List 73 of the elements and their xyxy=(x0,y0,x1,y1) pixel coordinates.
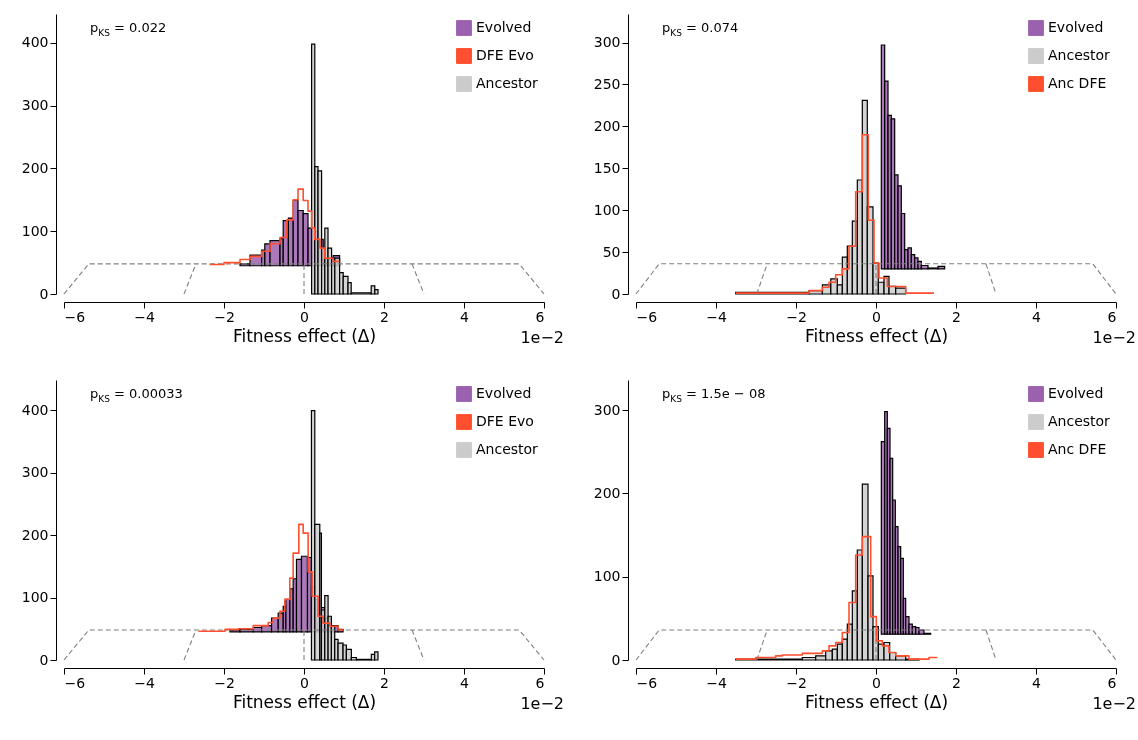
y-tick-label: 300 xyxy=(21,464,49,480)
legend-label: Evolved xyxy=(1048,19,1104,35)
text: 1e−2 xyxy=(1092,328,1136,347)
annotation: p$_{KS}$ = 0.00033 xyxy=(90,386,183,404)
x-tick-label: 2 xyxy=(380,674,389,691)
y-tick-label: 200 xyxy=(21,526,49,543)
x-tick-label: 6 xyxy=(1107,674,1117,691)
y-tick-label: 300 xyxy=(593,34,621,50)
x-tick-label: −6 xyxy=(64,308,86,325)
x-tick-label: 0 xyxy=(300,308,309,325)
x-tick-label: −6 xyxy=(636,674,658,691)
x-axis-title: Fitness effect (Δ) xyxy=(804,691,949,712)
x-tick-label: −2 xyxy=(786,674,807,691)
x-tick-label: −4 xyxy=(706,308,727,325)
legend-label: Anc DFE xyxy=(1048,441,1107,457)
x-tick-label: −6 xyxy=(636,308,658,325)
y-tick-label: 200 xyxy=(593,117,621,134)
y-tick-label: 100 xyxy=(593,201,621,218)
legend-label: Anc DFE xyxy=(1048,75,1107,91)
legend-label: Ancestor xyxy=(1048,413,1111,429)
x-tick-label: 4 xyxy=(1032,674,1042,691)
x-tick-label: −4 xyxy=(134,674,155,691)
x-tick-label: 2 xyxy=(952,674,961,691)
x-tick-label: −4 xyxy=(134,308,155,325)
legend-label: Ancestor xyxy=(476,75,539,91)
x-tick-label: −6 xyxy=(64,674,86,691)
x-tick-label: −2 xyxy=(786,308,807,325)
annotation: p$_{KS}$ = 0.074 xyxy=(662,20,739,38)
y-tick-label: 200 xyxy=(593,484,621,501)
annotation: p$_{KS}$ = 1.5e − 08 xyxy=(662,386,766,404)
text: 1e−2 xyxy=(520,328,564,347)
x-tick-label: 0 xyxy=(872,674,881,691)
x-tick-label: −2 xyxy=(214,308,235,325)
y-tick-label: 100 xyxy=(21,222,49,239)
legend-label: Evolved xyxy=(476,385,532,401)
y-tick-label: 100 xyxy=(593,568,621,585)
y-tick-label: 0 xyxy=(39,285,49,302)
x-tick-label: 0 xyxy=(872,308,881,325)
legend-label: Ancestor xyxy=(1048,47,1111,63)
y-tick-label: 100 xyxy=(21,589,49,605)
legend-label: Ancestor xyxy=(476,441,539,457)
y-tick-label: 0 xyxy=(611,285,621,302)
x-axis-title: Fitness effect (Δ) xyxy=(232,325,377,346)
text: 1e−2 xyxy=(1092,694,1136,713)
x-tick-label: 4 xyxy=(1032,308,1042,325)
x-axis-title: Fitness effect (Δ) xyxy=(804,325,949,346)
legend-label: DFE Evo xyxy=(476,413,534,429)
x-axis-title: Fitness effect (Δ) xyxy=(232,691,377,712)
y-tick-label: 250 xyxy=(593,75,621,92)
x-tick-label: 2 xyxy=(380,308,389,325)
annotation: p$_{KS}$ = 0.022 xyxy=(90,20,167,38)
y-tick-label: 300 xyxy=(593,401,621,418)
legend-label: Evolved xyxy=(1048,385,1104,401)
y-tick-label: 300 xyxy=(21,97,49,114)
y-tick-label: 150 xyxy=(593,159,621,176)
x-tick-label: −2 xyxy=(214,674,235,691)
y-tick-label: 0 xyxy=(39,651,49,668)
y-tick-label: 0 xyxy=(611,651,621,668)
y-tick-label: 200 xyxy=(21,159,49,176)
x-tick-label: 4 xyxy=(460,674,470,691)
y-tick-label: 50 xyxy=(602,243,621,260)
x-tick-label: 6 xyxy=(535,674,545,691)
y-tick-label: 400 xyxy=(21,401,49,418)
text: 1e−2 xyxy=(520,694,564,713)
x-tick-label: 6 xyxy=(1107,308,1117,325)
x-tick-label: 0 xyxy=(300,674,309,691)
x-tick-label: 4 xyxy=(460,308,470,325)
legend-label: DFE Evo xyxy=(476,47,534,63)
legend-label: Evolved xyxy=(476,19,532,35)
x-tick-label: 6 xyxy=(535,308,545,325)
x-tick-label: −4 xyxy=(706,674,727,691)
y-tick-label: 400 xyxy=(21,34,49,51)
x-tick-label: 2 xyxy=(952,308,961,325)
